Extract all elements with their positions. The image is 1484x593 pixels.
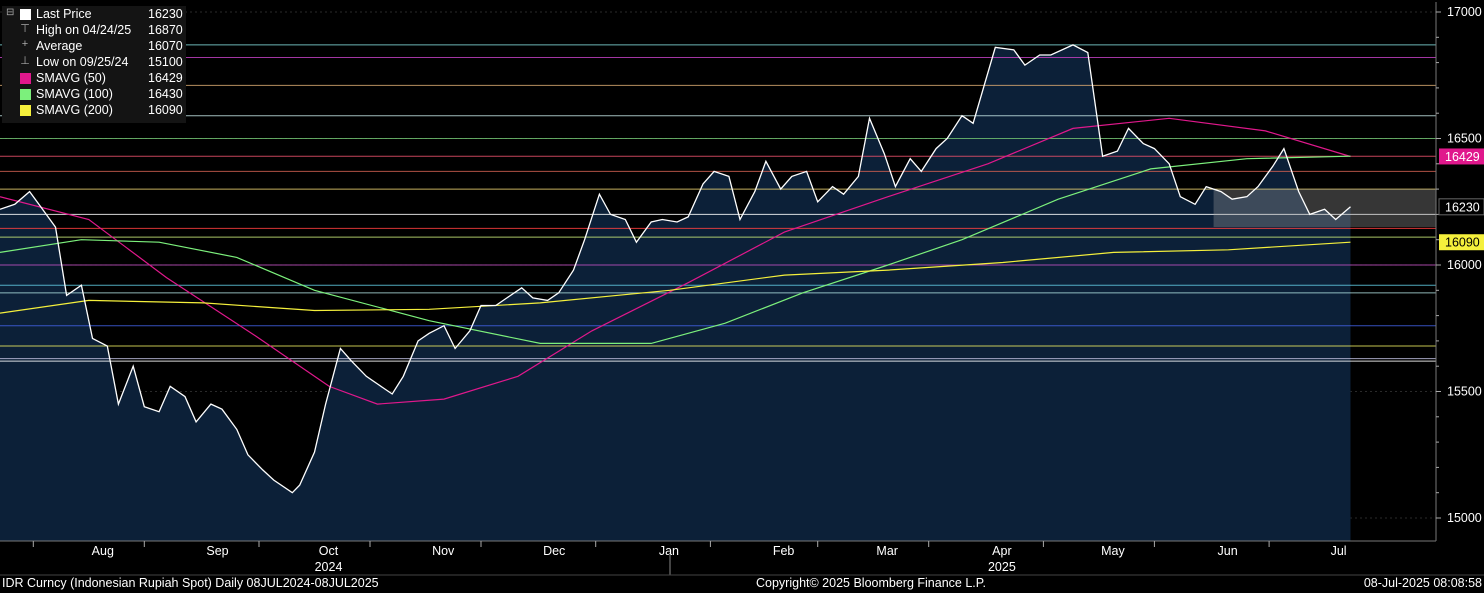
x-tick-label: Oct <box>319 544 339 558</box>
footer-security-label: IDR Curncy (Indonesian Rupiah Spot) Dail… <box>2 576 379 590</box>
y-tick-label: 15500 <box>1447 385 1482 399</box>
legend-label: Low on 09/25/24 <box>36 55 129 69</box>
price-tag-box <box>1439 148 1484 165</box>
legend-value: 16870 <box>148 23 183 37</box>
x-year-label: 2024 <box>315 560 343 574</box>
x-tick-label: Jul <box>1331 544 1347 558</box>
price-tag-label: 16090 <box>1445 236 1480 250</box>
y-tick-label: 16000 <box>1447 258 1482 272</box>
x-tick-label: Sep <box>206 544 228 558</box>
x-tick-label: Nov <box>432 544 455 558</box>
legend-row: ⊤ High on 04/24/25 16870 <box>2 22 186 38</box>
y-tick-label: 16500 <box>1447 132 1482 146</box>
legend-swatch <box>20 73 31 84</box>
legend-row: ⊥ Low on 09/25/24 15100 <box>2 54 186 70</box>
legend-value: 16430 <box>148 87 183 101</box>
range-box <box>1213 189 1436 228</box>
legend-value: 15100 <box>148 55 183 69</box>
legend-swatch <box>20 89 31 100</box>
price-tag-box <box>1438 198 1484 216</box>
footer-copyright: Copyright© 2025 Bloomberg Finance L.P. <box>756 576 986 590</box>
legend-collapse-icon[interactable]: ⊟ <box>6 7 15 18</box>
legend-value: 16429 <box>148 71 183 85</box>
legend-label: High on 04/24/25 <box>36 23 132 37</box>
legend-row: SMAVG (50) 16429 <box>2 70 186 86</box>
legend-swatch <box>20 105 31 116</box>
x-year-label: 2025 <box>988 560 1016 574</box>
legend-row: + Average 16070 <box>2 38 186 54</box>
high-marker-icon: ⊤ <box>20 23 30 35</box>
price-tag-box <box>1439 234 1484 251</box>
x-tick-label: Jan <box>659 544 679 558</box>
x-tick-label: Feb <box>773 544 795 558</box>
x-tick-label: Jun <box>1218 544 1238 558</box>
sma-line <box>0 117 1351 405</box>
sma-line <box>0 155 1351 344</box>
legend-value: 16070 <box>148 39 183 53</box>
x-tick-label: Aug <box>92 544 114 558</box>
legend-value: 16090 <box>148 103 183 117</box>
chart-legend: Last Price 16230 ⊤ High on 04/24/25 16870 + Av… <box>2 6 186 123</box>
average-marker-icon: + <box>21 38 29 50</box>
legend-row: Last Price 16230 <box>2 6 186 22</box>
legend-row: SMAVG (100) 16430 <box>2 86 186 102</box>
x-tick-label: May <box>1101 544 1125 558</box>
legend-label: SMAVG (50) <box>36 71 106 85</box>
legend-row: SMAVG (200) 16090 <box>2 102 186 118</box>
low-marker-icon: ⊥ <box>20 55 30 67</box>
legend-label: Last Price <box>36 7 92 21</box>
footer-timestamp: 08-Jul-2025 08:08:58 <box>1363 576 1482 590</box>
price-line <box>0 44 1351 494</box>
legend-value: 16230 <box>148 7 183 21</box>
x-tick-label: Apr <box>992 544 1011 558</box>
legend-label: SMAVG (100) <box>36 87 113 101</box>
x-tick-label: Dec <box>543 544 565 558</box>
sma-line <box>0 241 1351 314</box>
y-tick-label: 17000 <box>1447 5 1482 19</box>
legend-label: Average <box>36 39 83 53</box>
legend-swatch <box>20 9 31 20</box>
legend-label: SMAVG (200) <box>36 103 113 117</box>
x-tick-label: Mar <box>876 544 898 558</box>
price-tag-label: 16230 <box>1445 200 1480 214</box>
price-tag-label: 16429 <box>1445 150 1480 164</box>
y-tick-label: 15000 <box>1447 511 1482 525</box>
